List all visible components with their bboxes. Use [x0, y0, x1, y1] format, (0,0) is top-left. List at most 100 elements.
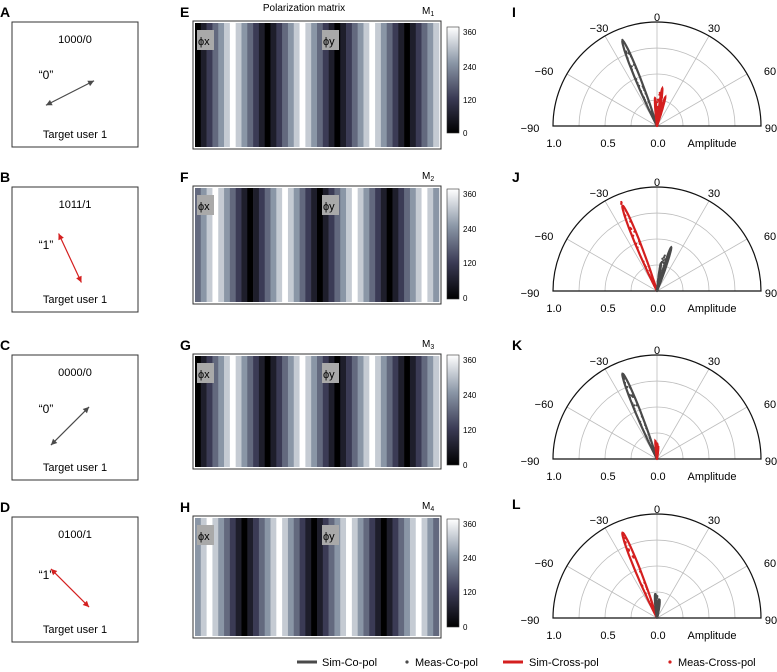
angle-label-plus30: 30	[708, 356, 720, 368]
radial-label: 1.0	[546, 303, 561, 315]
angle-label-minus30: −30	[590, 515, 609, 527]
matrix-stripe	[392, 188, 399, 302]
main-beam-sample	[622, 376, 625, 379]
polar-grid-spoke	[656, 238, 748, 292]
matrix-stripe	[380, 188, 388, 302]
matrix-frame	[192, 353, 442, 470]
main-beam-sample	[640, 415, 644, 418]
matrix-stripe	[357, 188, 364, 302]
matrix-stripe	[369, 23, 376, 147]
code-label: 1000/0	[58, 34, 92, 46]
radial-label: 0.0	[650, 471, 665, 483]
amplitude-label: Amplitude	[688, 303, 737, 315]
matrix-stripe	[224, 356, 231, 467]
matrix-label-sub: 4	[430, 506, 434, 513]
matrix-stripe	[346, 23, 353, 147]
panel-letter: B	[0, 169, 10, 185]
main-beam-sample	[645, 435, 648, 438]
radial-label: 0.5	[600, 630, 615, 642]
matrix-stripe	[218, 23, 225, 147]
arrow-shaft	[50, 406, 90, 446]
panel-e: E Polarization matrix M1 ϕx ϕy 360 240 1…	[180, 3, 477, 150]
matrix-stripe	[340, 23, 347, 147]
polar-grid-spoke	[656, 565, 748, 619]
polar-panel-i: I −90 −60 −30 0 30 60 90 1.0 0.5 0.0 Amp…	[512, 4, 777, 150]
matrix-stripe	[270, 518, 277, 636]
phi-x-label: ϕx	[198, 201, 210, 213]
side-lobe-sample	[655, 118, 658, 121]
matrix-stripe	[351, 518, 358, 636]
main-beam-sample	[642, 87, 645, 90]
matrix-stripe	[421, 188, 428, 302]
colorbar-tick: 240	[463, 225, 477, 234]
side-lobe-sample	[655, 455, 658, 458]
main-beam-sample	[651, 444, 654, 448]
main-beam-sample	[638, 84, 641, 87]
matrix-stripe	[322, 188, 329, 302]
angle-label-minus90: −90	[521, 123, 540, 135]
stripe-group	[195, 518, 440, 636]
matrix-stripe	[363, 356, 370, 467]
matrix-stripe	[328, 518, 335, 636]
colorbar-tick: 360	[463, 28, 477, 37]
target-label: Target user 1	[43, 294, 107, 306]
colorbar-tick: 240	[463, 63, 477, 72]
matrix-stripe	[206, 23, 213, 147]
matrix-stripe	[293, 23, 300, 147]
main-beam-sample	[638, 240, 641, 243]
matrix-stripe	[224, 23, 231, 147]
matrix-stripe	[415, 518, 422, 636]
matrix-stripe	[282, 518, 289, 636]
matrix-stripe	[282, 356, 289, 467]
matrix-label: M1	[422, 6, 434, 18]
matrix-stripe	[241, 518, 248, 636]
side-lobe-sample	[656, 600, 659, 603]
matrix-stripe	[398, 518, 405, 636]
radial-label: 0.5	[600, 138, 615, 150]
matrix-stripe	[299, 188, 306, 302]
code-label: 1011/1	[59, 199, 92, 211]
matrix-label: M4	[422, 501, 434, 513]
side-lobe-sample	[655, 447, 658, 450]
matrix-stripe	[392, 23, 399, 147]
polar-traces	[621, 38, 667, 128]
matrix-stripe	[229, 518, 236, 636]
matrix-stripe	[212, 518, 219, 636]
matrix-stripe	[398, 356, 405, 467]
matrix-stripe	[229, 23, 236, 147]
matrix-stripe	[200, 188, 207, 302]
polarization-arrow	[58, 233, 82, 283]
colorbar-tick: 360	[463, 520, 477, 529]
matrix-stripe	[270, 356, 277, 467]
main-beam-sample	[626, 385, 629, 389]
matrix-stripe	[415, 356, 422, 467]
main-beam-sample	[649, 603, 652, 606]
colorbar-tick: 240	[463, 391, 477, 400]
main-beam-sample	[625, 51, 628, 55]
legend-label: Meas-Co-pol	[415, 657, 478, 669]
matrix-stripe	[357, 23, 364, 147]
polar-grid-spoke	[566, 238, 658, 292]
legend-swatch-meas-cross	[668, 660, 672, 664]
legend: Sim-Co-pol Meas-Co-pol Sim-Cross-pol Mea…	[297, 657, 756, 669]
angle-label-minus60: −60	[535, 66, 554, 78]
main-beam-sample	[622, 533, 625, 537]
side-lobe-sample	[655, 609, 658, 612]
main-beam-sample	[636, 81, 639, 85]
main-beam-sample	[635, 78, 638, 81]
matrix-stripe	[346, 356, 353, 467]
matrix-stripe	[200, 356, 207, 467]
main-beam-sample	[654, 286, 657, 289]
polar-grid	[552, 186, 762, 292]
side-lobe-sample	[664, 258, 667, 261]
side-lobe-sample	[657, 285, 660, 288]
colorbar-tick: 0	[463, 129, 468, 138]
panel-frame	[11, 516, 139, 643]
main-beam-sample	[633, 404, 636, 407]
legend-label: Sim-Co-pol	[322, 657, 377, 669]
main-beam-sample	[623, 381, 627, 384]
matrix-stripe	[340, 518, 347, 636]
matrix-stripe	[334, 188, 341, 302]
matrix-stripe	[276, 23, 283, 147]
